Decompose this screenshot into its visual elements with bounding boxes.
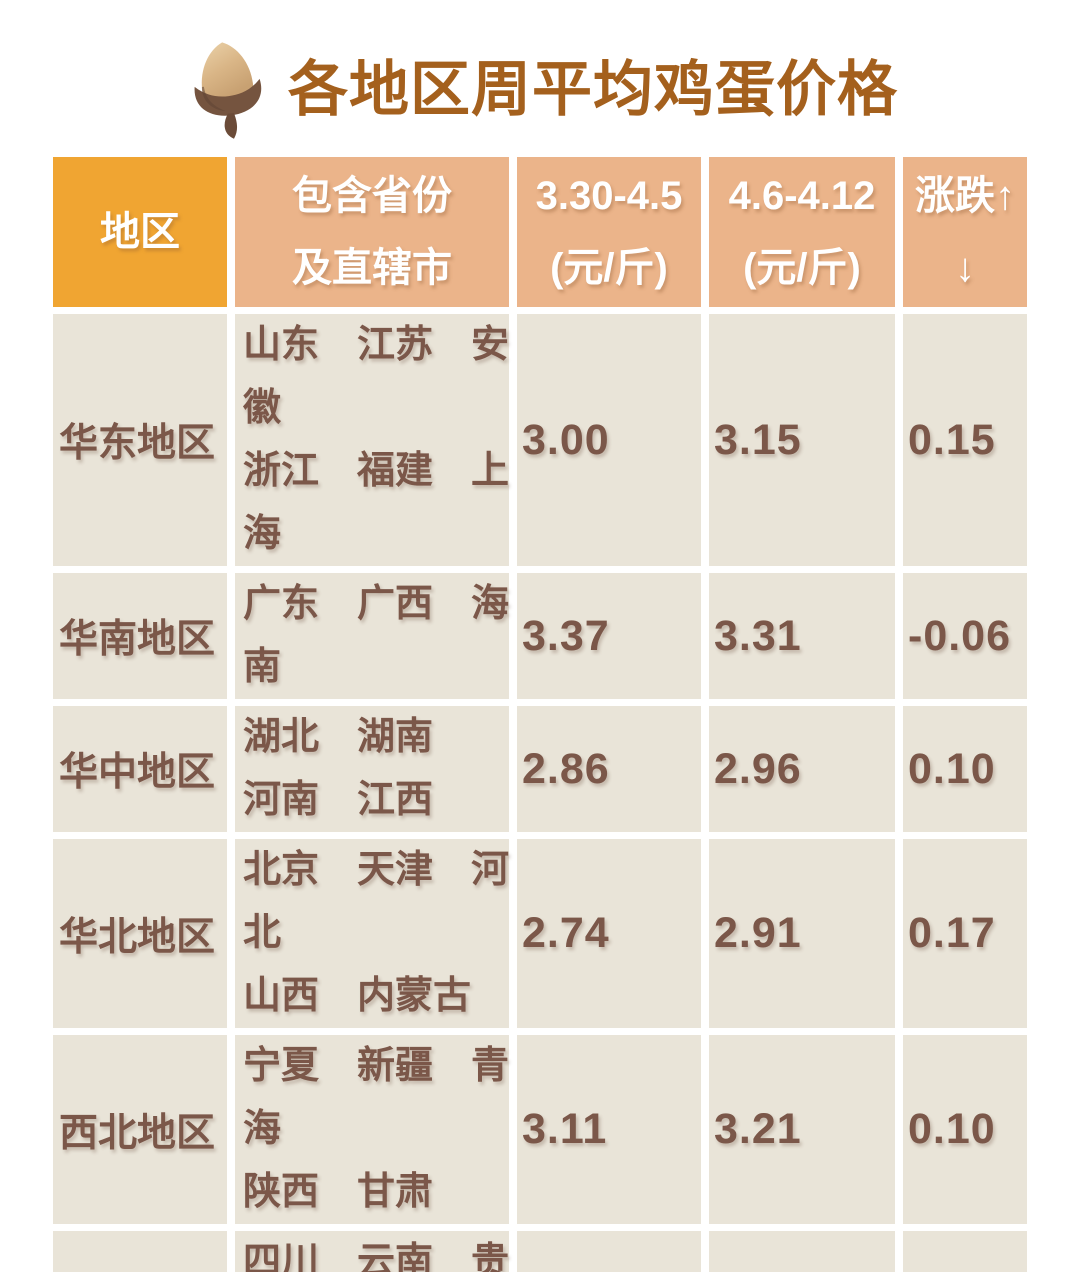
table-row: 华中地区 湖北 湖南 河南 江西 2.86 2.96 0.10 bbox=[53, 706, 1027, 832]
header-week1: 3.30-4.5 (元/斤) bbox=[517, 157, 701, 307]
week2-price-cell: 3.15 bbox=[709, 314, 895, 566]
acorn-icon bbox=[194, 42, 262, 139]
provinces-cell: 北京 天津 河北 山西 内蒙古 bbox=[235, 839, 509, 1028]
region-cell: 华东地区 bbox=[53, 314, 227, 566]
region-cell: 华中地区 bbox=[53, 706, 227, 832]
header-region-label: 地区 bbox=[100, 210, 180, 254]
page-title: 各地区周平均鸡蛋价格 bbox=[288, 56, 898, 123]
header-week1-range: 3.30-4.5 bbox=[535, 174, 683, 218]
change-cell: 0.16 bbox=[903, 1231, 1027, 1272]
table-row: 华东地区 山东 江苏 安徽 浙江 福建 上海 3.00 3.15 0.15 bbox=[53, 314, 1027, 566]
week1-price-cell: 2.86 bbox=[517, 706, 701, 832]
region-cell: 华北地区 bbox=[53, 839, 227, 1028]
provinces-cell: 四川 云南 贵州 西藏 重庆 bbox=[235, 1231, 509, 1272]
change-cell: -0.06 bbox=[903, 573, 1027, 699]
table-body: 华东地区 山东 江苏 安徽 浙江 福建 上海 3.00 3.15 0.15 华南… bbox=[53, 314, 1027, 1272]
region-cell: 华南地区 bbox=[53, 573, 227, 699]
header-provinces-line1: 包含省份 bbox=[292, 174, 452, 218]
header-provinces: 包含省份 及直辖市 bbox=[235, 157, 509, 307]
week2-price-cell: 2.91 bbox=[709, 839, 895, 1028]
header-week1-unit: (元/斤) bbox=[550, 246, 668, 290]
change-cell: 0.10 bbox=[903, 1035, 1027, 1224]
week1-price-cell: 3.11 bbox=[517, 1035, 701, 1224]
week2-price-cell: 3.31 bbox=[709, 573, 895, 699]
provinces-cell: 山东 江苏 安徽 浙江 福建 上海 bbox=[235, 314, 509, 566]
week1-price-cell: 3.09 bbox=[517, 1231, 701, 1272]
header-change-down-arrow-icon: ↓ bbox=[955, 246, 975, 290]
table-row: 华北地区 北京 天津 河北 山西 内蒙古 2.74 2.91 0.17 bbox=[53, 839, 1027, 1028]
header-region: 地区 bbox=[53, 157, 227, 307]
region-cell: 西南地区 bbox=[53, 1231, 227, 1272]
change-cell: 0.10 bbox=[903, 706, 1027, 832]
header-provinces-line2: 及直辖市 bbox=[292, 246, 452, 290]
week2-price-cell: 2.96 bbox=[709, 706, 895, 832]
change-cell: 0.17 bbox=[903, 839, 1027, 1028]
week1-price-cell: 3.37 bbox=[517, 573, 701, 699]
region-cell: 西北地区 bbox=[53, 1035, 227, 1224]
week1-price-cell: 3.00 bbox=[517, 314, 701, 566]
provinces-cell: 湖北 湖南 河南 江西 bbox=[235, 706, 509, 832]
header-week2-unit: (元/斤) bbox=[743, 246, 861, 290]
week1-price-cell: 2.74 bbox=[517, 839, 701, 1028]
table-row: 西北地区 宁夏 新疆 青海 陕西 甘肃 3.11 3.21 0.10 bbox=[53, 1035, 1027, 1224]
provinces-cell: 宁夏 新疆 青海 陕西 甘肃 bbox=[235, 1035, 509, 1224]
header-change: 涨跌↑ ↓ bbox=[903, 157, 1027, 307]
table-header: 地区 包含省份 及直辖市 3.30-4.5 (元/斤) 4.6-4.12 (元/… bbox=[53, 157, 1027, 307]
table-row: 西南地区 四川 云南 贵州 西藏 重庆 3.09 3.25 0.16 bbox=[53, 1231, 1027, 1272]
week2-price-cell: 3.25 bbox=[709, 1231, 895, 1272]
provinces-cell: 广东 广西 海南 bbox=[235, 573, 509, 699]
change-cell: 0.15 bbox=[903, 314, 1027, 566]
table-row: 华南地区 广东 广西 海南 3.37 3.31 -0.06 bbox=[53, 573, 1027, 699]
price-table: 地区 包含省份 及直辖市 3.30-4.5 (元/斤) 4.6-4.12 (元/… bbox=[45, 150, 1035, 1272]
page-header: 各地区周平均鸡蛋价格 bbox=[0, 0, 1080, 146]
header-week2: 4.6-4.12 (元/斤) bbox=[709, 157, 895, 307]
header-change-label-up-arrow-icon: 涨跌↑ bbox=[915, 174, 1015, 218]
header-row: 地区 包含省份 及直辖市 3.30-4.5 (元/斤) 4.6-4.12 (元/… bbox=[53, 157, 1027, 307]
header-week2-range: 4.6-4.12 bbox=[728, 174, 876, 218]
week2-price-cell: 3.21 bbox=[709, 1035, 895, 1224]
